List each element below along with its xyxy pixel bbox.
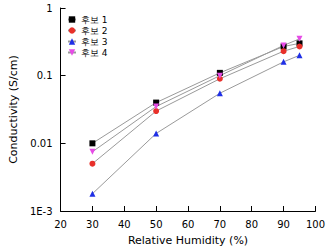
svg-text:1E-3: 1E-3 [30, 206, 53, 217]
svg-text:후보 3: 후보 3 [81, 37, 108, 47]
svg-text:60: 60 [182, 219, 195, 230]
svg-text:80: 80 [245, 219, 258, 230]
svg-text:Conductivity (S/cm): Conductivity (S/cm) [7, 55, 20, 164]
svg-text:후보 4: 후보 4 [81, 48, 108, 58]
svg-text:1: 1 [46, 3, 52, 14]
svg-text:70: 70 [213, 219, 226, 230]
svg-text:20: 20 [54, 219, 67, 230]
svg-text:90: 90 [277, 219, 290, 230]
svg-text:30: 30 [86, 219, 99, 230]
svg-text:0.01: 0.01 [30, 138, 52, 149]
svg-text:후보 1: 후보 1 [81, 15, 108, 25]
svg-text:Relative Humidity (%): Relative Humidity (%) [128, 234, 248, 247]
svg-text:100: 100 [306, 219, 325, 230]
svg-text:0.1: 0.1 [37, 70, 53, 81]
svg-text:후보 2: 후보 2 [81, 26, 108, 36]
svg-text:50: 50 [150, 219, 163, 230]
svg-text:40: 40 [118, 219, 131, 230]
